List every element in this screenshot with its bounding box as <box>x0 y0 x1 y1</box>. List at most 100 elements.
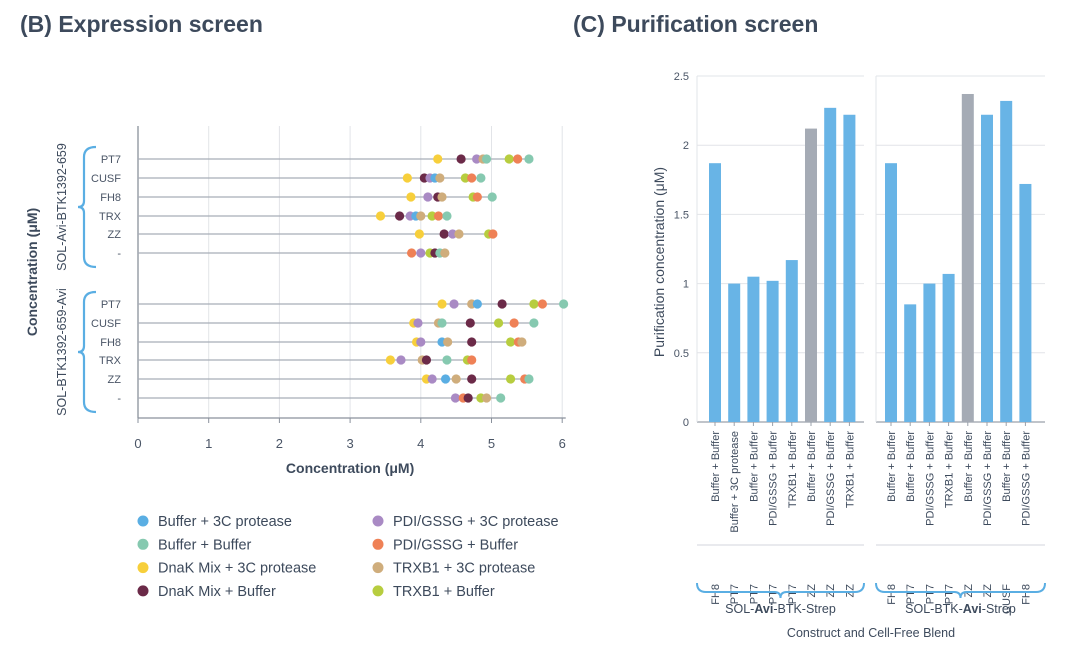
fusion-label-1-1: PT7 <box>905 584 917 604</box>
panel-b-title: (B) Expression screen <box>20 11 263 37</box>
x-axis-title-c: Construct and Cell-Free Blend <box>787 626 955 640</box>
point-0-pt7-2 <box>472 154 482 164</box>
point-0-cusf-0 <box>402 173 412 183</box>
point-1-fh8-5 <box>505 337 516 347</box>
point-1-pt7-0 <box>437 299 447 309</box>
blend-label-1-3: TRXB1 + Buffer <box>944 431 956 508</box>
legend-marker-buffer-buffer <box>137 538 149 550</box>
construct-bracket-0 <box>696 582 865 599</box>
row-label-1-trx: TRX <box>99 355 122 367</box>
blend-label-1-2: PDI/GSSG + Buffer <box>924 431 936 526</box>
construct-label-part-1-1: Avi <box>963 602 982 616</box>
bar-0-0 <box>709 163 721 422</box>
point-0-dash-1 <box>416 248 426 258</box>
point-0-zz-1 <box>439 229 449 239</box>
legend-label-dnak-mix-buffer: DnaK Mix + Buffer <box>158 584 276 600</box>
row-label-1-pt7: PT7 <box>101 299 121 311</box>
point-1-cusf-5 <box>493 318 504 328</box>
row-label-1-zz: ZZ <box>108 374 122 386</box>
point-1-pt7-4 <box>497 299 507 309</box>
blend-label-1-1: Buffer + Buffer <box>905 431 917 502</box>
bar-0-1 <box>728 283 741 422</box>
fusion-label-1-3: PT7 <box>944 584 956 604</box>
bar-1-5 <box>981 114 993 422</box>
point-0-trx-1 <box>394 211 405 221</box>
panel-c-title: (C) Purification screen <box>573 11 818 37</box>
point-0-zz-0 <box>414 229 424 239</box>
point-0-fh8-3 <box>437 192 447 202</box>
group-label-1: SOL-BTK1392-659-Avi <box>55 288 69 416</box>
point-1-pt7-3 <box>472 299 482 309</box>
blend-label-1-0: Buffer + Buffer <box>886 431 898 502</box>
bar-0-7 <box>843 114 856 422</box>
point-0-cusf-4 <box>435 173 445 183</box>
x-tick-label-0: 0 <box>134 436 141 451</box>
bar-1-4 <box>961 93 974 422</box>
point-0-pt7-5 <box>504 154 514 164</box>
point-1-zz-3 <box>451 374 461 384</box>
point-0-cusf-7 <box>476 173 486 183</box>
fusion-label-1-7: FH8 <box>1020 584 1032 605</box>
blend-label-0-2: Buffer + Buffer <box>748 431 760 502</box>
bar-0-5 <box>805 128 817 423</box>
blend-label-1-5: PDI/GSSG + Buffer <box>982 431 994 526</box>
bar-0-3 <box>766 280 779 422</box>
y-tick-label-5: 2.5 <box>674 71 689 83</box>
construct-label-part-1-2: -Strep <box>982 602 1016 616</box>
point-0-trx-4 <box>416 211 426 221</box>
point-1-fh8-4 <box>467 337 477 347</box>
fusion-label-0-2: PT7 <box>748 584 760 604</box>
y-tick-label-3: 1.5 <box>674 209 689 221</box>
blend-label-0-7: TRXB1 + Buffer <box>844 431 856 508</box>
point-1-pt7-1 <box>449 299 459 309</box>
purification-screen-chart: 0 0.5 1 1.5 2 2.5 Purification concentration (… <box>651 71 1046 640</box>
row-label-0-cusf: CUSF <box>91 173 121 185</box>
bar-1-2 <box>923 283 936 422</box>
bar-1-0 <box>885 163 897 422</box>
bar-1-6 <box>1000 100 1013 423</box>
bar-1-1 <box>904 304 917 422</box>
x-axis-title: Concentration (μM) <box>286 460 414 476</box>
point-0-zz-3 <box>454 229 464 239</box>
blend-label-1-7: PDI/GSSG + Buffer <box>1020 431 1032 526</box>
group-bracket-1 <box>77 290 97 414</box>
blend-label-1-6: Buffer + Buffer <box>1001 431 1013 502</box>
point-0-trx-6 <box>433 211 444 221</box>
point-0-cusf-5 <box>460 173 470 183</box>
fusion-label-0-0: FH8 <box>710 584 722 605</box>
construct-label-0: SOL-Avi-BTK-Strep <box>725 602 836 616</box>
fusion-label-0-7: ZZ <box>844 584 856 598</box>
point-0-zz-5 <box>488 229 498 239</box>
legend-label-pdi-gssg-buffer: PDI/GSSG + Buffer <box>393 537 518 553</box>
point-0-pt7-4 <box>481 154 492 164</box>
point-0-cusf-6 <box>467 173 477 183</box>
bar-0-6 <box>824 107 837 422</box>
blend-label-0-1: Buffer + 3C protease <box>729 431 741 533</box>
fusion-label-1-5: ZZ <box>982 584 994 598</box>
legend-marker-trxb1-buffer <box>372 585 384 597</box>
point-1-dash-4 <box>481 393 492 403</box>
point-0-dash-0 <box>407 248 417 258</box>
legend-label-trxb1-3c-protease: TRXB1 + 3C protease <box>393 561 535 577</box>
bar-1-7 <box>1019 183 1032 422</box>
point-0-pt7-1 <box>456 154 466 164</box>
legend-label-buffer-buffer: Buffer + Buffer <box>158 537 252 553</box>
legend-marker-buffer-3c-protease <box>137 515 149 527</box>
legend-marker-pdi-gssg-3c-protease <box>372 515 384 527</box>
row-label-0-fh8: FH8 <box>100 192 121 204</box>
point-0-fh8-1 <box>423 192 433 202</box>
legend-label-trxb1-buffer: TRXB1 + Buffer <box>393 584 495 600</box>
bar-0-2 <box>747 276 760 422</box>
point-1-trx-3 <box>421 355 432 365</box>
row-label-1-cusf: CUSF <box>91 318 121 330</box>
point-0-zz-2 <box>448 229 458 239</box>
point-1-fh8-1 <box>416 337 426 347</box>
y-tick-label-2: 1 <box>683 279 689 291</box>
x-tick-label-3: 3 <box>346 436 353 451</box>
point-1-zz-1 <box>427 374 437 384</box>
point-1-zz-7 <box>524 374 534 384</box>
row-label-0-dash: - <box>117 248 121 260</box>
point-1-trx-6 <box>467 355 477 365</box>
point-0-fh8-0 <box>406 192 416 202</box>
